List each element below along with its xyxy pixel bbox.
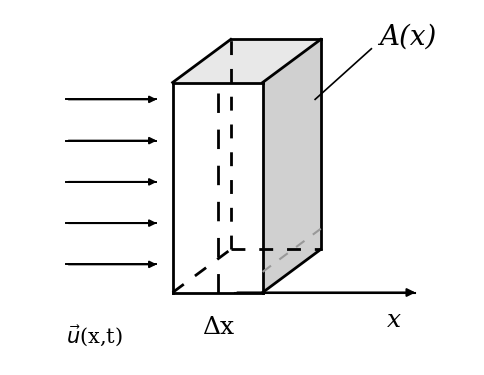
Polygon shape (173, 39, 321, 82)
Text: $\vec{u}$(x,t): $\vec{u}$(x,t) (66, 324, 122, 349)
Text: x: x (387, 309, 401, 332)
Text: Δx: Δx (202, 316, 234, 339)
Text: A(x): A(x) (379, 24, 436, 51)
Polygon shape (173, 82, 263, 292)
Polygon shape (263, 39, 321, 292)
